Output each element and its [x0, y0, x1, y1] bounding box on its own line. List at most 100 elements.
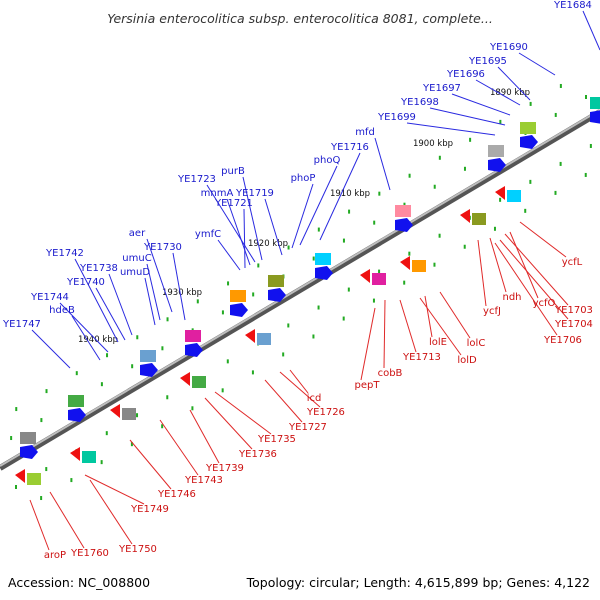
forward-label-leader: [451, 93, 511, 116]
tick-mark: [70, 478, 73, 483]
forward-gene-block: [140, 350, 156, 362]
reverse-gene-arrow: [460, 209, 470, 223]
reverse-label-leaders: [29, 221, 569, 551]
forward-gene-arrow: [590, 110, 600, 124]
reverse-gene-arrow: [70, 447, 80, 461]
reverse-label-leader: [489, 237, 507, 293]
forward-label-leader: [31, 329, 71, 369]
reverse-gene-label: ycfJ: [483, 306, 501, 317]
forward-label-leader: [71, 315, 101, 361]
forward-gene-label: YE1698: [400, 97, 439, 108]
tick-mark: [463, 166, 466, 171]
forward-gene-label: mfd: [355, 127, 375, 138]
reverse-label-leader: [499, 239, 569, 320]
gene-features: [15, 97, 600, 485]
tick-mark: [100, 460, 103, 465]
tick-mark: [469, 137, 472, 142]
tick-mark: [378, 191, 381, 196]
forward-gene-block: [520, 122, 536, 134]
tick-mark: [559, 83, 562, 88]
tick-mark: [378, 269, 381, 274]
forward-label-leader: [374, 137, 391, 191]
tick-mark: [130, 442, 133, 447]
kbp-tick-label: 1930 kbp: [162, 288, 202, 298]
reverse-label-leader: [424, 295, 433, 338]
kbp-scale: 1890 kbp 1900 kbp 1910 kbp 1920 kbp 1930 kbp…: [78, 88, 530, 345]
forward-label-leader: [146, 263, 161, 321]
forward-label-leader: [226, 198, 251, 266]
reverse-gene-label: aroP: [44, 550, 66, 561]
tick-mark: [252, 292, 255, 297]
forward-gene-label: hdeB: [49, 305, 75, 316]
forward-gene-block: [230, 290, 246, 302]
reverse-gene-arrow: [110, 404, 120, 418]
tick-mark: [45, 467, 48, 472]
tick-mark: [584, 172, 587, 177]
forward-gene-label: YE1740: [66, 277, 105, 288]
reverse-gene-label: lolE: [429, 337, 447, 348]
tick-mark: [105, 431, 108, 436]
reverse-gene-label: cobB: [378, 368, 403, 379]
tick-mark: [317, 227, 320, 232]
forward-label-leader: [217, 239, 241, 271]
tick-mark: [161, 424, 164, 429]
reverse-label-leader: [159, 419, 199, 476]
reverse-gene-block: [372, 273, 386, 285]
tick-mark: [529, 101, 532, 106]
reverse-gene-block: [122, 408, 136, 420]
reverse-gene-label: YE1726: [306, 407, 345, 418]
tick-mark: [373, 220, 376, 225]
forward-label-leader: [95, 287, 126, 341]
tick-mark: [493, 226, 496, 231]
reverse-gene-block: [257, 333, 271, 345]
forward-gene-label: YE1730: [143, 242, 182, 253]
forward-gene-arrow: [230, 303, 248, 317]
tick-mark: [221, 310, 224, 315]
forward-gene-block: [268, 275, 284, 287]
reverse-gene-arrow: [360, 269, 370, 283]
tick-mark: [15, 485, 17, 489]
forward-gene-arrow: [315, 266, 333, 280]
forward-label-leader: [299, 165, 338, 246]
tick-mark: [10, 436, 13, 441]
forward-gene-label: aer: [129, 228, 146, 239]
reverse-gene-arrow: [15, 469, 25, 483]
forward-gene-label: YE1721: [214, 198, 253, 209]
reverse-label-leader: [360, 307, 376, 381]
tick-mark: [40, 418, 43, 423]
kbp-tick-label: 1910 kbp: [330, 189, 370, 199]
tick-mark: [589, 143, 592, 148]
forward-gene-arrow: [68, 408, 86, 422]
tick-mark: [438, 233, 441, 238]
reverse-gene-label: YE1735: [257, 434, 296, 445]
reverse-label-leader: [89, 479, 133, 545]
tick-mark: [342, 316, 345, 321]
reverse-gene-label: icd: [307, 393, 322, 404]
reverse-label-leader: [494, 242, 558, 336]
reverse-label-leader: [399, 299, 417, 353]
forward-label-leader: [144, 277, 156, 326]
reverse-gene-label: YE1727: [288, 422, 327, 433]
kbp-tick-label: 1900 kbp: [413, 139, 453, 149]
reverse-label-leader: [264, 379, 303, 423]
forward-gene-label: YE1719: [235, 188, 274, 199]
forward-gene-block: [590, 97, 600, 109]
forward-label-leader: [475, 79, 521, 106]
tick-mark: [287, 323, 290, 328]
forward-label-leader: [242, 176, 263, 261]
forward-label-leaders: [31, 10, 600, 369]
reverse-label-leader: [214, 391, 272, 435]
tick-mark: [317, 305, 320, 310]
reverse-gene-block: [82, 451, 96, 463]
forward-gene-label: YE1684: [553, 0, 592, 11]
reverse-label-leader: [189, 409, 220, 464]
forward-gene-label: YE1690: [489, 42, 528, 53]
reverse-gene-arrow: [400, 256, 410, 270]
tick-mark: [40, 496, 43, 501]
forward-gene-block: [20, 432, 36, 444]
forward-gene-label: ymfC: [195, 229, 221, 240]
forward-gene-arrow: [140, 363, 158, 377]
tick-mark: [287, 245, 290, 250]
